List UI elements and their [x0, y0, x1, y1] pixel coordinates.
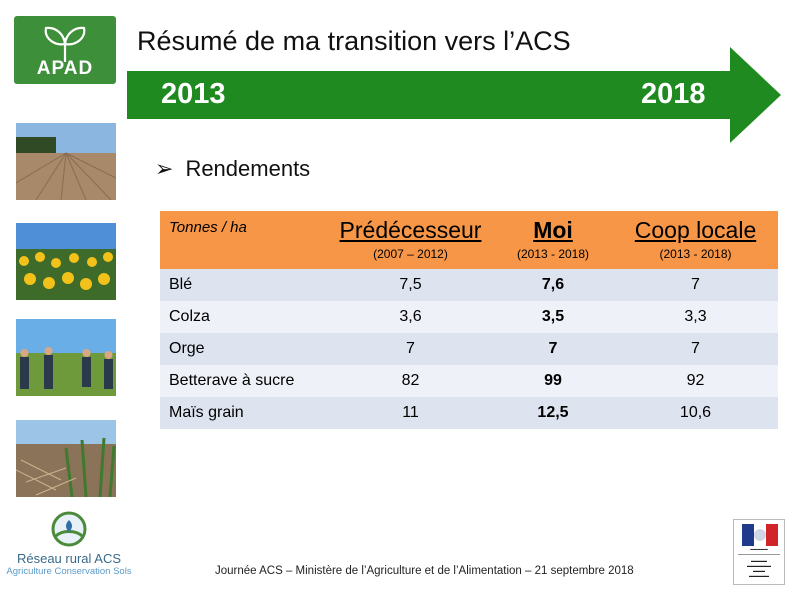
crop-residue-photo: [16, 420, 116, 497]
crop-name: Orge: [169, 340, 205, 357]
slide-title: Résumé de ma transition vers l’ACS: [137, 26, 571, 56]
people-in-field-photo: [16, 319, 116, 396]
french-flag-icon: [742, 524, 778, 546]
column-title: Coop locale: [634, 217, 757, 243]
section-heading: ➢ Rendements: [155, 156, 310, 182]
apad-logo: APAD: [14, 16, 116, 84]
timeline-arrow: [127, 47, 781, 143]
column-period: (2007 – 2012): [373, 247, 448, 261]
moi-value: 3,5: [541, 308, 565, 325]
ministry-divider: [738, 554, 780, 555]
arrow-bullet-icon: ➢: [155, 156, 174, 181]
predecesseur-value: 11: [402, 404, 419, 421]
column-header-moi: Moi (2013 - 2018): [493, 211, 613, 269]
sunflower-photo: [16, 223, 116, 300]
yield-table: Tonnes / ha Prédécesseur (2007 – 2012) M…: [160, 211, 778, 429]
coop-value: 92: [686, 372, 705, 389]
predecesseur-value: 7,5: [399, 276, 422, 293]
coop-value: 7: [691, 276, 700, 293]
column-period: (2013 - 2018): [659, 247, 732, 261]
coop-value: 10,6: [679, 404, 712, 421]
crop-name: Blé: [169, 276, 193, 293]
table-row: Blé 7,5 7,6 7: [160, 269, 778, 301]
crop-name: Colza: [169, 308, 210, 325]
reseau-rural-name: Réseau rural ACS: [16, 551, 122, 566]
ministry-text-lines: ▬▬▬▬ ▬▬▬▬▬▬ ▬▬▬ ▬▬▬▬▬: [747, 558, 771, 578]
field-photo: [16, 123, 116, 200]
table-header-row: Tonnes / ha Prédécesseur (2007 – 2012) M…: [160, 211, 778, 269]
column-title: Moi: [533, 217, 573, 243]
table-row: Orge 7 7 7: [160, 333, 778, 365]
reseau-rural-subtitle: Agriculture Conservation Sols: [6, 566, 132, 577]
table-row: Colza 3,6 3,5 3,3: [160, 301, 778, 333]
moi-value: 99: [544, 372, 562, 389]
moi-value: 7,6: [541, 276, 565, 293]
coop-value: 7: [691, 340, 700, 357]
predecesseur-value: 7: [406, 340, 415, 357]
globe-leaf-icon: [51, 511, 87, 547]
timeline-end-year: 2018: [641, 78, 706, 110]
crop-name: Betterave à sucre: [169, 372, 295, 389]
ministry-logo: ▬▬▬▬▬ ▬▬▬▬ ▬▬▬▬▬▬ ▬▬▬ ▬▬▬▬▬: [733, 519, 785, 585]
column-title: Prédécesseur: [339, 217, 482, 243]
table-row: Betterave à sucre 82 99 92: [160, 365, 778, 397]
table-row: Maïs grain 11 12,5 10,6: [160, 397, 778, 429]
moi-value: 7: [548, 340, 558, 357]
section-heading-text: Rendements: [185, 156, 311, 181]
column-header-predecesseur: Prédécesseur (2007 – 2012): [328, 211, 493, 269]
predecesseur-value: 3,6: [399, 308, 422, 325]
column-header-coop: Coop locale (2013 - 2018): [613, 211, 778, 269]
coop-value: 3,3: [684, 308, 707, 325]
reseau-rural-logo: Réseau rural ACS Agriculture Conservatio…: [4, 510, 134, 590]
unit-header: Tonnes / ha: [169, 219, 247, 236]
predecesseur-value: 82: [401, 372, 420, 389]
ministry-republic-line: ▬▬▬▬▬: [750, 547, 768, 551]
moi-value: 12,5: [537, 404, 569, 421]
column-period: (2013 - 2018): [516, 247, 590, 261]
timeline-start-year: 2013: [161, 78, 226, 110]
crop-name: Maïs grain: [169, 404, 244, 421]
apad-logo-text: APAD: [36, 58, 94, 79]
leaf-icon: [44, 26, 86, 62]
footer-text: Journée ACS – Ministère de l’Agriculture…: [215, 565, 634, 577]
